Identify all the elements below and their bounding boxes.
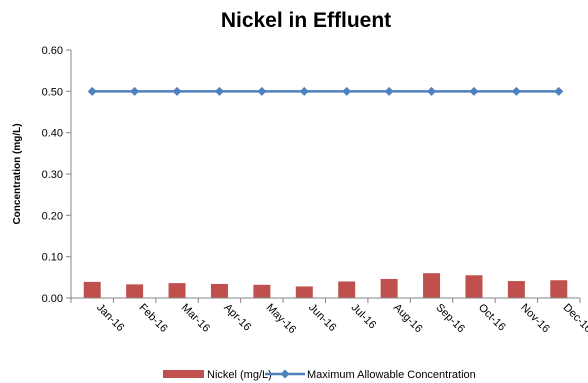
line-marker-max-allowable [257,86,267,96]
bar-nickel [83,281,101,298]
line-marker-max-allowable [130,86,140,96]
x-tick-label: Mar-16 [179,302,212,335]
x-tick-label: Aug-16 [391,302,425,336]
line-marker-max-allowable [511,86,521,96]
bar-nickel [295,286,313,298]
x-tick-label: Jul-16 [349,302,379,332]
y-tick-label: 0.60 [42,45,63,57]
line-marker-max-allowable [384,86,394,96]
bar-nickel [465,275,483,298]
y-tick-label: 0.20 [42,210,63,222]
axes [70,50,580,299]
x-tick-label: Apr-16 [221,302,253,334]
y-axis-ticks: 0.00 0.10 0.20 0.30 0.40 0.50 0.60 [42,45,71,305]
x-tick-label: Jan-16 [94,302,126,334]
bar-nickel [338,281,356,298]
bar-nickel [423,273,441,298]
chart-title: Nickel in Effluent [221,9,391,32]
y-tick-label: 0.30 [42,169,63,181]
bar-nickel [380,278,398,298]
legend-label-nickel: Nickel (mg/L) [207,369,272,381]
line-marker-max-allowable [554,86,564,96]
line-marker-max-allowable [299,86,309,96]
y-tick-label: 0.10 [42,252,63,264]
y-tick-label: 0.40 [42,128,63,140]
bar-nickel [507,281,525,298]
y-tick-label: 0.00 [42,293,63,305]
x-tick-label: Oct-16 [476,302,508,334]
x-tick-label: Feb-16 [137,302,170,335]
y-axis-label: Concentration (mg/L) [12,123,23,224]
x-tick-label: May-16 [264,302,298,336]
legend-label-max-allowable: Maximum Allowable Concentration [307,369,476,381]
line-marker-max-allowable [172,86,182,96]
legend-marker-max-allowable [280,369,290,379]
bar-nickel [210,283,228,298]
bar-series [83,273,568,298]
x-tick-label: Sep-16 [433,302,467,336]
bar-nickel [550,280,568,298]
x-tick-label: Dec-16 [561,302,588,336]
line-marker-max-allowable [214,86,224,96]
line-marker-max-allowable [469,86,479,96]
x-axis-ticks: Jan-16 Feb-16 Mar-16 Apr-16 May-16 Jun-16 Jul-… [70,298,588,336]
bar-nickel [168,283,186,298]
bar-nickel [126,284,144,298]
y-tick-label: 0.50 [42,86,63,98]
x-tick-label: Jun-16 [306,302,338,334]
legend-swatch-nickel [163,370,204,378]
legend: Nickel (mg/L) Maximum Allowable Concentr… [163,369,476,381]
line-marker-max-allowable [427,86,437,96]
line-marker-max-allowable [342,86,352,96]
line-series [87,86,564,96]
bar-nickel [253,284,271,298]
line-marker-max-allowable [87,86,97,96]
x-tick-label: Nov-16 [518,302,552,336]
